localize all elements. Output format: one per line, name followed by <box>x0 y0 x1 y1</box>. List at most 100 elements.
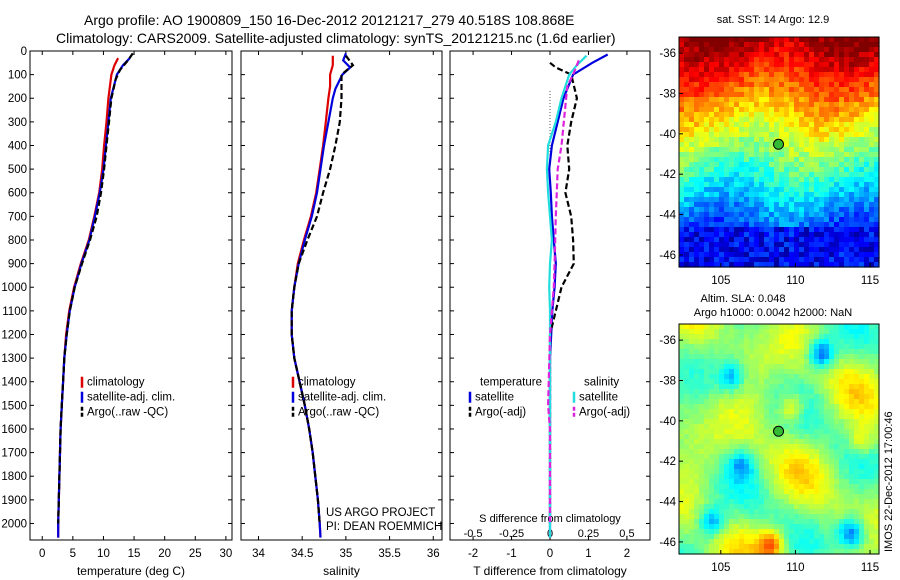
map-cell <box>849 227 855 233</box>
map-cell <box>689 494 695 500</box>
map-cell <box>724 127 730 133</box>
map-cell <box>859 514 865 520</box>
map-cell <box>834 334 840 340</box>
map-cell <box>719 207 725 213</box>
map-cell <box>809 42 815 48</box>
map-cell <box>739 152 745 158</box>
map-cell <box>694 242 700 248</box>
map-cell <box>734 469 740 475</box>
map-cell <box>704 479 710 485</box>
map-cell <box>814 87 820 93</box>
map-cell <box>744 329 750 335</box>
map-cell <box>864 334 870 340</box>
map-cell <box>754 514 760 520</box>
map-cell <box>764 207 770 213</box>
map-cell <box>769 539 775 545</box>
map-cell <box>789 439 795 445</box>
map-cell <box>754 97 760 103</box>
map-cell <box>744 474 750 480</box>
map-cell <box>799 122 805 128</box>
map-cell <box>689 429 695 435</box>
map-cell <box>714 424 720 430</box>
map-cell <box>724 107 730 113</box>
map-cell <box>789 519 795 525</box>
map-cell <box>849 197 855 203</box>
map-cell <box>764 514 770 520</box>
map-cell <box>694 429 700 435</box>
map-cell <box>829 399 835 405</box>
map-cell <box>789 212 795 218</box>
map-cell <box>849 444 855 450</box>
map-cell <box>829 137 835 143</box>
map-cell <box>839 177 845 183</box>
map-cell <box>824 127 830 133</box>
map-cell <box>724 112 730 118</box>
map-cell <box>704 207 710 213</box>
map-cell <box>874 464 880 470</box>
map-cell <box>709 197 715 203</box>
map-cell <box>739 509 745 515</box>
map-cell <box>754 439 760 445</box>
map-cell <box>789 369 795 375</box>
map-cell <box>779 57 785 63</box>
map-cell <box>719 544 725 550</box>
map-cell <box>784 434 790 440</box>
map-cell <box>799 439 805 445</box>
map-cell <box>789 172 795 178</box>
map-cell <box>844 499 850 505</box>
map-cell <box>814 117 820 123</box>
map-cell <box>864 424 870 430</box>
map-cell <box>829 117 835 123</box>
map-cell <box>814 419 820 425</box>
map-cell <box>704 62 710 68</box>
map-cell <box>724 539 730 545</box>
map-cell <box>754 429 760 435</box>
map-cell <box>734 202 740 208</box>
map-cell <box>679 242 685 248</box>
map-cell <box>694 349 700 355</box>
map-cell <box>689 539 695 545</box>
map-cell <box>774 529 780 535</box>
y-tick-label: 500 <box>8 164 27 176</box>
map-cell <box>729 444 735 450</box>
map-cell <box>779 549 785 555</box>
map-cell <box>784 399 790 405</box>
map-cell <box>789 349 795 355</box>
map-cell <box>789 324 795 330</box>
map-cell <box>794 539 800 545</box>
map-cell <box>829 539 835 545</box>
map-cell <box>779 494 785 500</box>
map-cell <box>744 117 750 123</box>
map-cell <box>724 364 730 370</box>
map-cell <box>864 454 870 460</box>
map-cell <box>819 227 825 233</box>
map-cell <box>744 544 750 550</box>
map-cell <box>799 212 805 218</box>
map-cell <box>699 97 705 103</box>
map-cell <box>734 67 740 73</box>
map-cell <box>849 439 855 445</box>
map-cell <box>849 424 855 430</box>
map-cell <box>679 489 685 495</box>
map-cell <box>679 147 685 153</box>
map-cell <box>679 177 685 183</box>
map-cell <box>739 142 745 148</box>
map-cell <box>689 449 695 455</box>
map-cell <box>814 514 820 520</box>
map-cell <box>709 434 715 440</box>
map-cell <box>739 449 745 455</box>
map-cell <box>819 394 825 400</box>
map-cell <box>764 37 770 43</box>
map-cell <box>844 504 850 510</box>
map-cell <box>699 459 705 465</box>
map-cell <box>864 364 870 370</box>
map-cell <box>769 429 775 435</box>
map-cell <box>724 499 730 505</box>
map-cell <box>799 394 805 400</box>
map-cell <box>769 374 775 380</box>
map-cell <box>829 97 835 103</box>
map-cell <box>699 122 705 128</box>
map-cell <box>714 132 720 138</box>
map-cell <box>734 514 740 520</box>
map-cell <box>684 354 690 360</box>
